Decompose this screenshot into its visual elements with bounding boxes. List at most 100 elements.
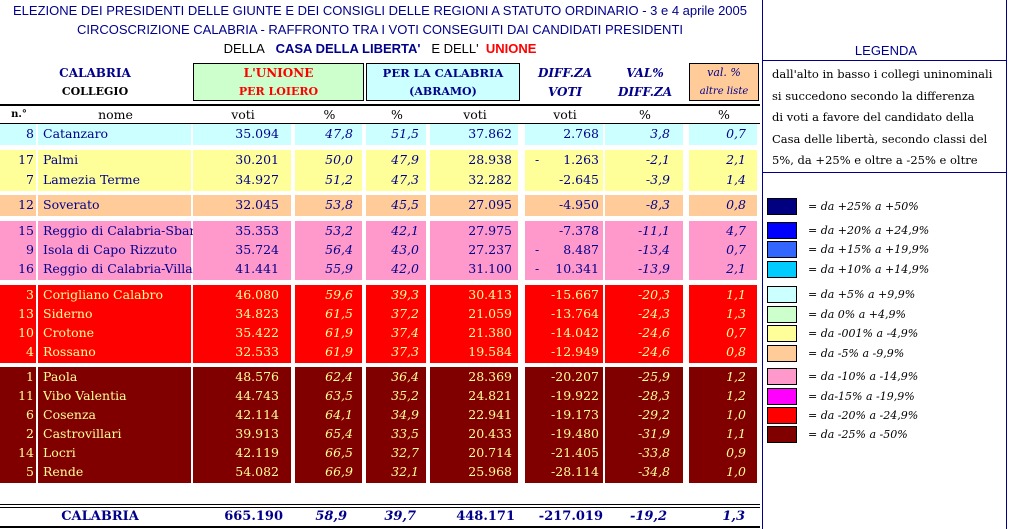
row-altre-liste: 1,1	[726, 287, 746, 302]
row-diff-voti: -28.114	[551, 464, 599, 479]
row-pct-unione: 59,6	[325, 287, 353, 302]
row-pct-unione: 56,4	[325, 242, 353, 257]
row-diff-pct: -13,9	[637, 261, 670, 276]
row-pct-cdl: 37,3	[391, 344, 419, 359]
row-pct-unione: 47,8	[325, 126, 353, 141]
total-diff-voti: -217.019	[538, 509, 603, 524]
row-altre-liste: 0,8	[726, 197, 746, 212]
row-diff-pct: -29,2	[637, 407, 670, 422]
row-collegio-name: Vibo Valentia	[43, 388, 127, 403]
row-group-background	[366, 221, 426, 280]
header-cdl-1: PER LA CALABRIA	[382, 66, 504, 80]
row-group-background	[689, 195, 757, 216]
header-alt-1: val. %	[707, 66, 741, 79]
row-diff-voti: -2.645	[558, 172, 599, 187]
legend-label: = da -25% a -50%	[808, 428, 908, 441]
row-pct-unione: 55,9	[325, 261, 353, 276]
row-diff-pct: -24,3	[637, 306, 670, 321]
row-altre-liste: 1,2	[726, 388, 746, 403]
row-pct-unione: 64,1	[325, 407, 353, 422]
row-voti-cdl: 32.282	[468, 172, 512, 187]
legend-description-line: si succedono secondo la differenza	[772, 88, 975, 103]
row-diff-pct: -31,9	[637, 426, 670, 441]
row-group-background	[295, 124, 362, 145]
legend-label: = da -001% a -4,9%	[808, 327, 919, 340]
subheader-pct-c: %	[391, 107, 403, 122]
title-line-3: DELLA CASA DELLA LIBERTA' E DELL' UNIONE	[0, 41, 760, 56]
row-group-background	[525, 285, 603, 363]
header-unione-2: PER LOIERO	[238, 85, 319, 98]
subheader-pct-alt: %	[718, 107, 730, 122]
row-group-background	[366, 195, 426, 216]
legend-label: = da 0% a +4,9%	[808, 308, 906, 321]
row-group-background	[0, 150, 36, 191]
row-group-background	[430, 150, 518, 191]
row-diff-voti: -14.042	[551, 325, 599, 340]
row-group-background	[193, 195, 291, 216]
row-group-background	[525, 150, 603, 191]
subheader-pct-diff: %	[639, 107, 651, 122]
total-pct-unione: 58,9	[315, 509, 347, 524]
legend-description-line: di voti a favore del candidato della	[772, 110, 975, 124]
legend-label: = da-15% a -19,9%	[808, 390, 915, 403]
row-voti-unione: 34.927	[235, 172, 279, 187]
legend-swatch	[767, 388, 797, 405]
row-voti-cdl: 20.714	[468, 445, 512, 460]
row-group-background	[295, 150, 362, 191]
row-collegio-name: Lamezia Terme	[43, 172, 141, 187]
row-altre-liste: 1,3	[726, 306, 746, 321]
subheader-voti-c: voti	[463, 107, 487, 122]
row-group-background	[295, 195, 362, 216]
legend-label: = da -5% a -9,9%	[808, 347, 905, 360]
row-collegio-name: Catanzaro	[43, 126, 109, 141]
row-number: 5	[26, 464, 34, 479]
row-group-background	[689, 124, 757, 145]
row-number: 7	[26, 172, 34, 187]
header-alt-block	[689, 63, 759, 101]
row-voti-cdl: 21.380	[468, 325, 512, 340]
subheader-nome: nome	[98, 107, 133, 122]
legend-swatch	[767, 368, 797, 385]
row-group-background	[366, 124, 426, 145]
row-number: 8	[26, 126, 34, 141]
row-number: 11	[18, 388, 34, 403]
row-group-background	[525, 195, 603, 216]
total-pct-cdl: 39,7	[384, 509, 416, 524]
row-number: 2	[26, 426, 34, 441]
row-diff-voti: -4.950	[558, 197, 599, 212]
row-voti-cdl: 31.100	[468, 261, 512, 276]
row-collegio-name: Soverato	[43, 197, 100, 212]
row-group-background	[193, 124, 291, 145]
row-pct-cdl: 39,3	[391, 287, 419, 302]
subheader-pct-u: %	[323, 107, 336, 122]
row-group-background	[295, 285, 362, 363]
row-group-background	[605, 367, 683, 483]
row-voti-unione: 35.353	[235, 223, 279, 238]
row-group-background	[605, 221, 683, 280]
row-group-background	[295, 221, 362, 280]
row-altre-liste: 1,1	[726, 426, 746, 441]
row-group-background	[38, 150, 191, 191]
row-voti-cdl: 27.975	[468, 223, 512, 238]
total-altre-liste: 1,3	[722, 509, 745, 524]
row-group-background	[38, 367, 191, 483]
row-diff-pct: -34,8	[637, 464, 670, 479]
row-number: 14	[18, 445, 34, 460]
row-diff-pct: -24,6	[637, 325, 670, 340]
row-voti-unione: 44.743	[235, 388, 279, 403]
row-diff-voti: -19.922	[551, 388, 599, 403]
legend-description-line: dall'alto in basso i collegi uninominali	[772, 67, 993, 81]
row-pct-cdl: 33,5	[391, 426, 419, 441]
row-group-background	[366, 367, 426, 483]
total-diff-pct: -19,2	[629, 509, 667, 524]
row-collegio-name: Reggio di Calabria-Villa	[43, 261, 193, 276]
row-number: 9	[26, 242, 34, 257]
header-diff-1: DIFF.ZA	[537, 66, 593, 80]
header-collegio: COLLEGIO	[61, 85, 129, 98]
header-cdl-2: (ABRAMO)	[409, 85, 477, 98]
row-voti-unione: 39.913	[235, 426, 279, 441]
row-diff-pct: -3,9	[645, 172, 670, 187]
row-number: 13	[18, 306, 34, 321]
row-voti-cdl: 21.059	[468, 306, 512, 321]
row-altre-liste: 1,0	[726, 407, 746, 422]
